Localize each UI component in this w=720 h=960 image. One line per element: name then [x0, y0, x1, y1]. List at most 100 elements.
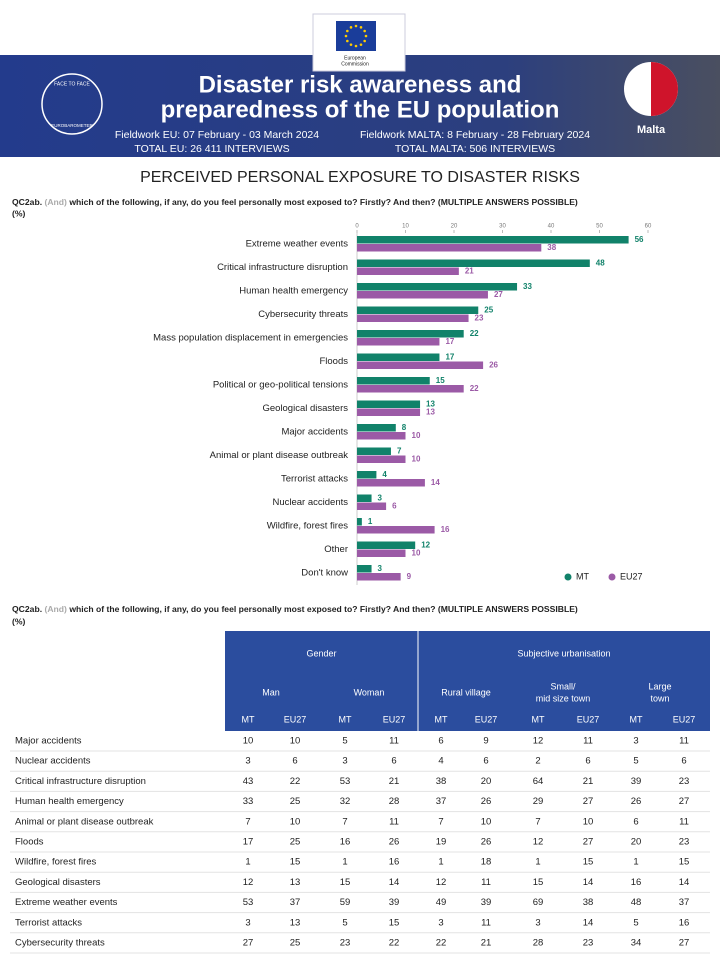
row-label: Wildfire, forest fires [15, 857, 97, 868]
value-label: 23 [475, 313, 484, 322]
value-label: 48 [596, 258, 605, 267]
title: Disaster risk awareness and [199, 71, 522, 98]
subgroup-label: town [650, 693, 669, 703]
cell: 14 [679, 877, 690, 888]
cell: 22 [389, 938, 400, 949]
cell: 27 [583, 837, 594, 848]
value-label: 13 [426, 407, 435, 416]
cell: 7 [535, 816, 540, 827]
cell: 1 [633, 857, 638, 868]
cell: 12 [436, 877, 447, 888]
bar [357, 526, 435, 534]
bar [357, 432, 406, 440]
row-label: Animal or plant disease outbreak [15, 816, 154, 827]
cell: 10 [583, 816, 594, 827]
value-label: 22 [470, 384, 479, 393]
category-label: Extreme weather events [246, 239, 349, 250]
column-label: EU27 [475, 714, 498, 724]
badge-text: EUROBAROMETER [51, 123, 93, 128]
category-label: Cybersecurity threats [258, 309, 348, 320]
country: Malta [637, 124, 666, 136]
cell: 37 [436, 796, 447, 807]
value-label: 10 [412, 431, 421, 440]
cell: 29 [533, 796, 544, 807]
bar [357, 447, 391, 455]
cell: 16 [340, 837, 351, 848]
category-label: Don't know [301, 568, 348, 579]
category-label: Political or geo-political tensions [213, 380, 348, 391]
cell: 1 [342, 857, 347, 868]
category-label: Critical infrastructure disruption [217, 262, 348, 273]
fieldwork: Fieldwork MALTA: 8 February - 28 Februar… [360, 129, 590, 141]
value-label: 10 [412, 454, 421, 463]
cell: 9 [483, 736, 488, 747]
question-text: which of the following, if any, do you f… [68, 197, 578, 207]
cell: 38 [436, 776, 447, 787]
cell: 2 [535, 756, 540, 767]
cell: 34 [631, 938, 642, 949]
question: QC2ab. (And) which of the following, if … [12, 604, 578, 614]
cell: 15 [583, 857, 594, 868]
column-label: EU27 [577, 714, 600, 724]
x-tick-label: 10 [402, 224, 409, 230]
row-label: Floods [15, 837, 44, 848]
cell: 15 [290, 857, 301, 868]
cell: 21 [481, 938, 492, 949]
cell: 17 [243, 837, 254, 848]
row-label: Geological disasters [15, 877, 101, 888]
row-label: Cybersecurity threats [15, 938, 105, 949]
badge-text: FACE TO FACE [54, 81, 90, 87]
cell: 26 [481, 837, 492, 848]
value-label: 3 [378, 564, 383, 573]
bar [357, 244, 542, 252]
bar [357, 541, 416, 549]
row-label: Human health emergency [15, 796, 124, 807]
cell: 6 [483, 756, 488, 767]
value-label: 10 [412, 548, 421, 557]
value-label: 12 [421, 540, 430, 549]
value-label: 6 [392, 501, 397, 510]
bar [357, 306, 479, 314]
cell: 12 [243, 877, 254, 888]
cell: 7 [245, 816, 250, 827]
star [354, 24, 358, 28]
cell: 6 [391, 756, 396, 767]
question-prefix: (And) [44, 604, 67, 614]
cell: 3 [245, 756, 250, 767]
cell: 3 [535, 917, 540, 928]
question-unit: (%) [12, 208, 26, 218]
cell: 26 [631, 796, 642, 807]
cell: 11 [389, 736, 399, 747]
bar [357, 330, 464, 338]
cell: 25 [290, 938, 301, 949]
value-label: 25 [484, 305, 493, 314]
cell: 11 [679, 736, 689, 747]
star [363, 29, 366, 33]
category-label: Animal or plant disease outbreak [210, 450, 349, 461]
category-label: Other [324, 544, 348, 555]
cell: 27 [243, 938, 254, 949]
bar [357, 408, 421, 416]
cell: 3 [633, 736, 638, 747]
bar [357, 361, 484, 369]
value-label: 14 [431, 478, 440, 487]
cell: 18 [481, 857, 492, 868]
cell: 48 [631, 897, 642, 908]
cell: 20 [481, 776, 492, 787]
bar [357, 479, 425, 487]
cell: 23 [583, 938, 594, 949]
value-label: 26 [489, 360, 498, 369]
category-label: Nuclear accidents [272, 497, 348, 508]
fieldwork: Fieldwork EU: 07 February - 03 March 202… [115, 129, 319, 141]
bar [357, 455, 406, 463]
cell: 15 [679, 857, 690, 868]
subgroup-label: mid size town [536, 693, 591, 703]
cell: 53 [243, 897, 254, 908]
cell: 5 [633, 917, 638, 928]
cell: 3 [342, 756, 347, 767]
column-label: MT [339, 714, 352, 724]
value-label: 15 [436, 376, 445, 385]
x-tick-label: 0 [355, 224, 359, 230]
cell: 3 [245, 917, 250, 928]
star [359, 43, 363, 46]
